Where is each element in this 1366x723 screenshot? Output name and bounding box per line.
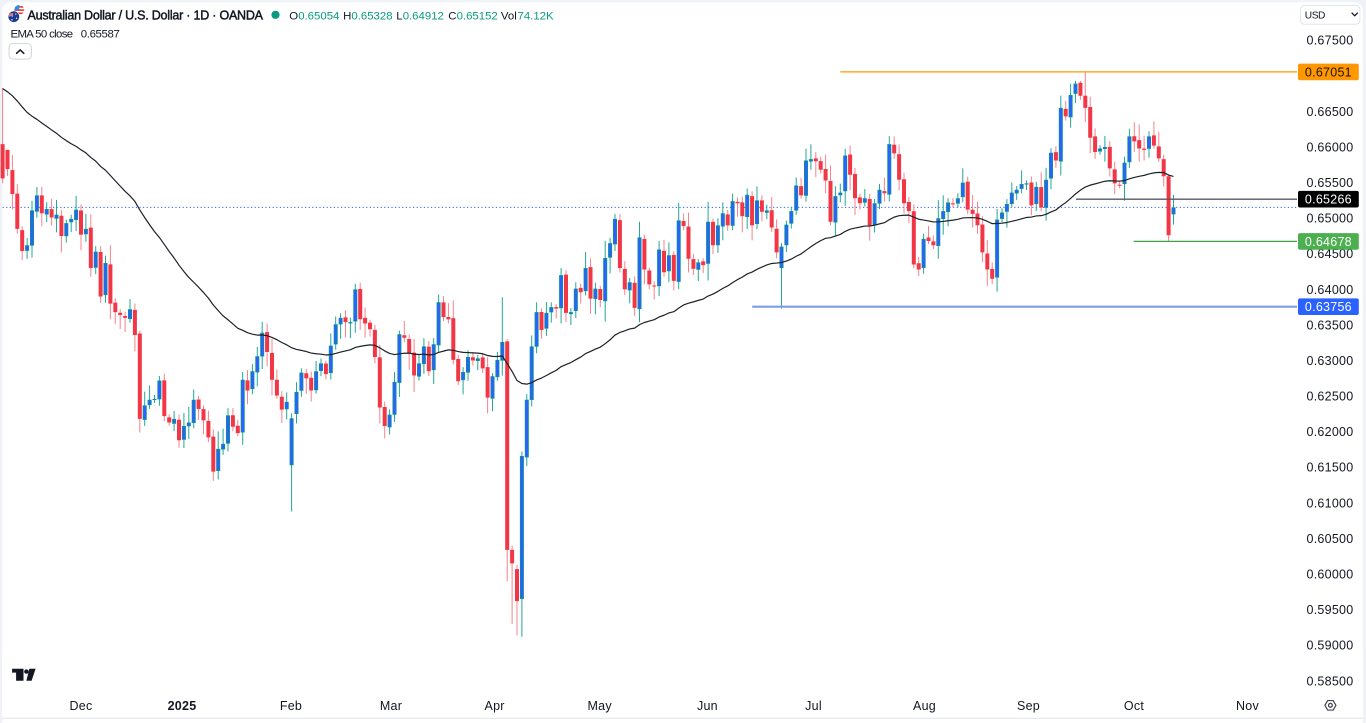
svg-text:0.63500: 0.63500 (1307, 318, 1354, 332)
svg-text:Dec: Dec (70, 699, 93, 713)
svg-text:EMA 50 close: EMA 50 close (11, 29, 74, 41)
svg-text:O: O (289, 10, 298, 22)
svg-text:74.12K: 74.12K (518, 10, 555, 22)
svg-text:0.66500: 0.66500 (1307, 105, 1354, 119)
svg-text:Aug: Aug (913, 699, 936, 713)
svg-text:0.63756: 0.63756 (1305, 300, 1352, 314)
svg-text:0.60500: 0.60500 (1307, 532, 1354, 546)
svg-text:H: H (343, 10, 351, 22)
svg-text:Jun: Jun (697, 699, 718, 713)
svg-text:0.65152: 0.65152 (457, 10, 498, 22)
svg-text:0.64000: 0.64000 (1307, 283, 1354, 297)
svg-text:0.62500: 0.62500 (1307, 390, 1354, 404)
svg-text:0.61000: 0.61000 (1307, 496, 1354, 510)
svg-text:USD: USD (1305, 11, 1325, 22)
svg-text:0.65587: 0.65587 (81, 29, 120, 41)
svg-text:0.60000: 0.60000 (1307, 568, 1354, 582)
svg-text:0.66000: 0.66000 (1307, 140, 1354, 154)
svg-text:0.62000: 0.62000 (1307, 425, 1354, 439)
svg-text:0.64678: 0.64678 (1305, 235, 1352, 249)
svg-text:0.67500: 0.67500 (1307, 34, 1354, 48)
svg-text:Nov: Nov (1236, 699, 1259, 713)
svg-text:0.64500: 0.64500 (1307, 247, 1354, 261)
svg-text:0.65266: 0.65266 (1305, 193, 1352, 207)
svg-text:L: L (396, 10, 402, 22)
svg-text:0.65500: 0.65500 (1307, 176, 1354, 190)
svg-text:C: C (448, 10, 456, 22)
svg-text:Apr: Apr (484, 699, 504, 713)
svg-text:0.58500: 0.58500 (1307, 674, 1354, 688)
svg-text:0.65000: 0.65000 (1307, 212, 1354, 226)
svg-text:0.63000: 0.63000 (1307, 354, 1354, 368)
svg-text:Australian Dollar / U.S. Dolla: Australian Dollar / U.S. Dollar · 1D · O… (28, 8, 264, 22)
svg-text:2025: 2025 (168, 699, 197, 713)
svg-text:Sep: Sep (1017, 699, 1040, 713)
svg-text:Oct: Oct (1124, 699, 1144, 713)
svg-text:0.67051: 0.67051 (1305, 65, 1352, 79)
svg-text:Mar: Mar (380, 699, 402, 713)
svg-text:Feb: Feb (280, 699, 302, 713)
svg-text:0.65054: 0.65054 (298, 10, 339, 22)
svg-text:Jul: Jul (805, 699, 822, 713)
svg-text:May: May (588, 699, 613, 713)
svg-text:0.61500: 0.61500 (1307, 461, 1354, 475)
svg-text:0.64912: 0.64912 (403, 10, 444, 22)
svg-text:Vol: Vol (501, 10, 517, 22)
svg-text:0.59000: 0.59000 (1307, 639, 1354, 653)
svg-text:0.59500: 0.59500 (1307, 603, 1354, 617)
svg-text:0.65328: 0.65328 (351, 10, 392, 22)
